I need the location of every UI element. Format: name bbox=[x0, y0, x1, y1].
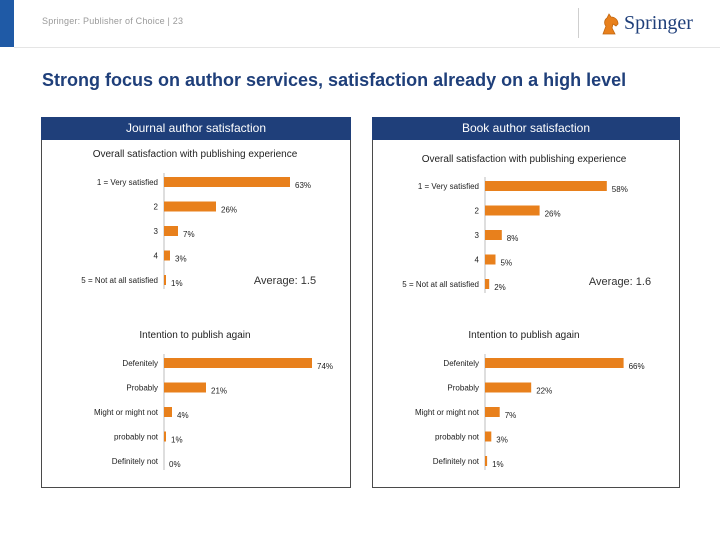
data-label: 7% bbox=[505, 411, 517, 420]
data-label: 8% bbox=[507, 234, 519, 243]
data-label: 1% bbox=[171, 279, 183, 288]
journal-author-panel: Journal author satisfaction Overall sati… bbox=[41, 117, 351, 488]
data-label: 26% bbox=[545, 210, 561, 219]
header-accent-bar bbox=[0, 0, 14, 47]
data-label: 26% bbox=[221, 206, 237, 215]
bar bbox=[485, 431, 492, 442]
category-label: 1 = Very satisfied bbox=[418, 182, 479, 191]
category-label: 4 bbox=[475, 256, 480, 265]
data-label: 22% bbox=[536, 387, 552, 396]
header-divider bbox=[14, 47, 720, 48]
data-label: 2% bbox=[494, 283, 506, 292]
book-charts: Overall satisfaction with publishing exp… bbox=[402, 154, 651, 470]
book-panel-header: Book author satisfaction bbox=[372, 117, 680, 140]
category-label: 5 = Not at all satisfied bbox=[81, 276, 158, 285]
data-label: 21% bbox=[211, 387, 227, 396]
chart-title: Overall satisfaction with publishing exp… bbox=[422, 154, 627, 165]
page-title: Strong focus on author services, satisfa… bbox=[42, 70, 627, 90]
bar bbox=[164, 407, 172, 417]
bar bbox=[164, 382, 206, 393]
logo-text: Springer bbox=[624, 12, 693, 34]
data-label: 0% bbox=[169, 460, 181, 469]
data-label: 7% bbox=[183, 230, 195, 239]
bar bbox=[164, 250, 170, 261]
category-label: 3 bbox=[475, 231, 480, 240]
data-label: 66% bbox=[629, 362, 645, 371]
bar bbox=[164, 226, 178, 236]
bar bbox=[164, 177, 290, 187]
category-label: 4 bbox=[154, 252, 159, 261]
data-label: 5% bbox=[501, 259, 513, 268]
category-label: 2 bbox=[475, 207, 480, 216]
bar bbox=[485, 358, 624, 368]
bar bbox=[485, 279, 490, 289]
data-label: 3% bbox=[175, 255, 187, 264]
chart-title: Intention to publish again bbox=[139, 330, 250, 341]
category-label: Might or might not bbox=[94, 408, 159, 417]
average-annotation: Average: 1.5 bbox=[254, 275, 316, 287]
bar bbox=[485, 456, 488, 466]
category-label: Might or might not bbox=[415, 408, 480, 417]
knight-icon bbox=[602, 13, 619, 35]
bar bbox=[164, 201, 216, 212]
data-label: 1% bbox=[171, 436, 183, 445]
category-label: Probably bbox=[126, 384, 158, 393]
chart-title: Intention to publish again bbox=[468, 330, 579, 341]
data-label: 3% bbox=[496, 436, 508, 445]
data-label: 4% bbox=[177, 411, 189, 420]
bar bbox=[164, 275, 166, 285]
data-label: 58% bbox=[612, 185, 628, 194]
bar bbox=[164, 358, 312, 368]
chart-title: Overall satisfaction with publishing exp… bbox=[93, 149, 298, 160]
logo-divider bbox=[578, 8, 579, 38]
data-label: 1% bbox=[492, 460, 504, 469]
category-label: probably not bbox=[435, 433, 480, 442]
bar bbox=[164, 431, 166, 442]
data-label: 63% bbox=[295, 181, 311, 190]
breadcrumb: Springer: Publisher of Choice | 23 bbox=[42, 16, 184, 26]
average-annotation: Average: 1.6 bbox=[589, 276, 651, 288]
category-label: Probably bbox=[447, 384, 479, 393]
bar bbox=[485, 407, 500, 417]
journal-charts: Overall satisfaction with publishing exp… bbox=[81, 149, 333, 470]
bar bbox=[485, 230, 502, 240]
springer-logo: Springer bbox=[600, 10, 693, 38]
bar bbox=[485, 382, 532, 393]
bar bbox=[485, 181, 607, 191]
category-label: Definitely not bbox=[433, 457, 480, 466]
book-author-panel: Book author satisfaction Overall satisfa… bbox=[372, 117, 680, 488]
category-label: 2 bbox=[154, 203, 159, 212]
data-label: 74% bbox=[317, 362, 333, 371]
bar bbox=[485, 205, 540, 216]
category-label: 3 bbox=[154, 227, 159, 236]
category-label: 5 = Not at all satisfied bbox=[402, 280, 479, 289]
category-label: 1 = Very satisfied bbox=[97, 178, 158, 187]
category-label: Definitely not bbox=[112, 457, 159, 466]
category-label: probably not bbox=[114, 433, 159, 442]
bar bbox=[485, 254, 496, 265]
category-label: Defenitely bbox=[122, 359, 158, 368]
journal-panel-header: Journal author satisfaction bbox=[41, 117, 351, 140]
category-label: Defenitely bbox=[443, 359, 479, 368]
